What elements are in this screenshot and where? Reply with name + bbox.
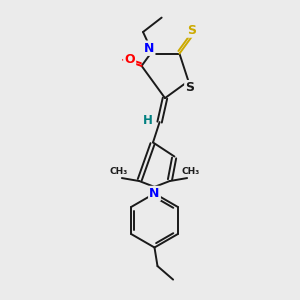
Text: S: S (185, 81, 194, 94)
Text: N: N (144, 42, 154, 55)
Text: S: S (187, 23, 196, 37)
Text: O: O (124, 53, 135, 66)
Text: N: N (149, 187, 160, 200)
Text: CH₃: CH₃ (182, 167, 200, 176)
Text: H: H (143, 114, 153, 127)
Text: CH₃: CH₃ (109, 167, 128, 176)
